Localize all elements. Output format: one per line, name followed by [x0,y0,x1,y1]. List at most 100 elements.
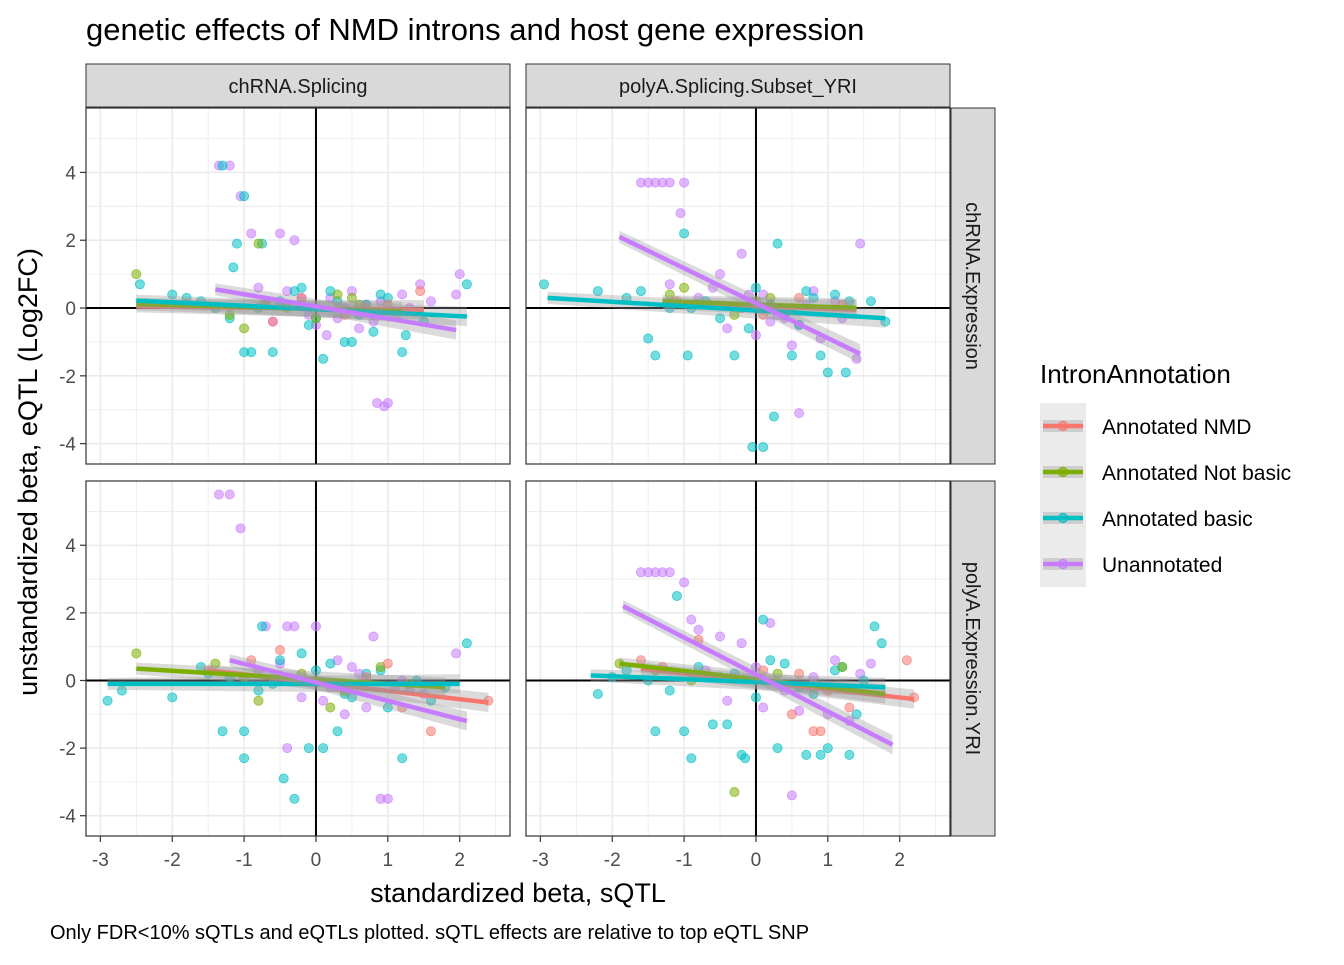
data-point [679,282,690,293]
legend-key-point [1057,466,1069,478]
data-point [217,726,228,737]
legend-key-point [1057,512,1069,524]
data-point [303,319,314,330]
legend-label: Annotated NMD [1102,416,1251,439]
data-point [538,279,549,290]
data-point [815,350,826,361]
data-point [830,289,841,300]
data-point [758,614,769,625]
data-point [844,749,855,760]
data-point [400,330,411,341]
data-point [267,316,278,327]
y-tick-label: 4 [65,163,76,184]
y-tick-label: 0 [65,299,76,320]
data-point [346,336,357,347]
data-point [131,269,142,280]
data-point [808,672,819,683]
data-point [794,408,805,419]
data-point [318,353,329,364]
legend-title: IntronAnnotation [1040,359,1231,389]
data-point [722,695,733,706]
data-point [679,228,690,239]
data-point [664,567,675,578]
data-point [425,726,436,737]
data-point [239,347,250,358]
fit-line [621,604,894,747]
data-point [758,665,769,676]
data-point [235,523,246,534]
row-strip-0 [950,107,996,465]
data-point [801,286,812,297]
data-point [310,621,321,632]
fit-line [229,658,468,724]
data-point [722,719,733,730]
data-point [794,292,805,303]
data-point [815,749,826,760]
y-tick-label: 4 [65,536,76,557]
legend: IntronAnnotation Annotated NMD Annotated … [1040,359,1291,587]
data-point [664,289,675,300]
y-tick-label: -2 [59,739,76,760]
data-point [664,279,675,290]
data-point [837,661,848,672]
data-point [257,621,268,632]
data-point [289,621,300,632]
y-tick-label: -4 [59,807,76,828]
data-point [296,648,307,659]
legend-entry: Annotated basic [1040,495,1253,541]
data-point [786,790,797,801]
data-point [592,286,603,297]
data-point [664,685,675,696]
data-point [253,695,264,706]
data-point [239,726,250,737]
data-point [310,665,321,676]
data-point [397,347,408,358]
data-point [454,269,465,280]
fit-line [214,287,457,333]
panel-background [86,481,510,836]
col-strip-1 [525,63,951,108]
x-tick-label: -3 [532,850,549,871]
data-point [801,749,812,760]
data-point [715,269,726,280]
x-tick-label: -1 [676,850,693,871]
data-point [451,648,462,659]
x-tick-label: -2 [604,850,621,871]
data-point [650,726,661,737]
data-point [765,292,776,303]
panel-border [525,480,951,837]
legend-key-point [1057,420,1069,432]
data-point [794,668,805,679]
row-strip-label-1: polyA.Expression.YRI [961,562,983,755]
x-tick-label: 1 [383,850,394,871]
y-tick-label: -4 [59,435,76,456]
data-point [332,726,343,737]
data-point [275,228,286,239]
legend-label: Unannotated [1102,554,1222,577]
data-point [779,658,790,669]
y-axis-title: unstandardized beta, eQTL (Log2FC) [13,248,43,696]
data-point [253,238,264,249]
row-strip-1 [950,480,996,837]
panel-border [525,107,951,465]
data-point [296,692,307,703]
data-point [736,638,747,649]
data-point [461,279,472,290]
data-point [679,177,690,188]
x-tick-label: -3 [92,850,109,871]
x-tick-label: 0 [751,850,762,871]
data-point [822,367,833,378]
data-point [321,330,332,341]
data-point [772,238,783,249]
panel-1 [525,107,951,465]
data-point [167,289,178,300]
data-point [239,323,250,334]
data-point [228,262,239,273]
data-point [671,590,682,601]
data-point [253,282,264,293]
data-point [758,702,769,713]
legend-label: Annotated Not basic [1102,462,1291,485]
fit-line [136,298,467,319]
data-point [318,743,329,754]
data-point [729,787,740,798]
